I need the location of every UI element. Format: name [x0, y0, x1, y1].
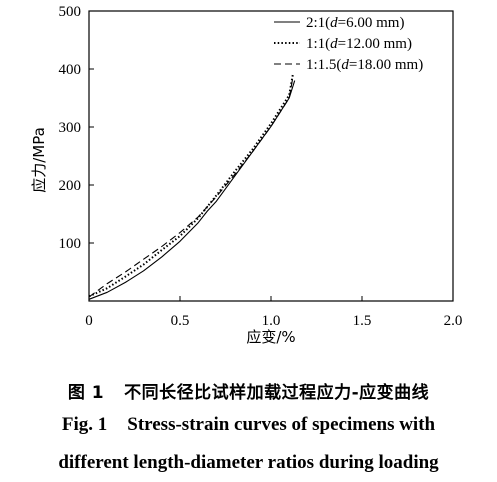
caption-cn-label: 图 1 — [67, 383, 105, 403]
y-tick-label: 300 — [59, 120, 82, 136]
x-tick-label: 1.5 — [353, 313, 372, 329]
series-lines — [88, 74, 296, 300]
figure-caption-en-line2: different length-diameter ratios during … — [0, 452, 497, 474]
caption-cn-text: 不同长径比试样加载过程应力-应变曲线 — [124, 383, 430, 403]
caption-en-label: Fig. 1 — [61, 414, 108, 435]
series-line-3 — [88, 77, 294, 298]
caption-en-line2-text: different length-diameter ratios during … — [58, 452, 439, 473]
y-tick-label: 500 — [59, 4, 82, 20]
stress-strain-chart: 0 0.5 1.0 1.5 2.0 100 200 300 400 500 2:1(d=6.00… — [30, 4, 462, 346]
y-tick-label: 400 — [59, 62, 82, 78]
x-tick-label: 2.0 — [444, 313, 463, 329]
x-tick-labels: 0 0.5 1.0 1.5 2.0 — [85, 313, 462, 329]
legend-label-2: 1:1(d=12.00 mm) — [306, 36, 412, 52]
series-line-2 — [88, 74, 294, 298]
y-tick-labels: 100 200 300 400 500 — [59, 4, 82, 252]
legend-label-3: 1:1.5(d=18.00 mm) — [306, 57, 423, 73]
plot-frame — [88, 10, 454, 302]
x-tick-label: 0 — [85, 313, 93, 329]
figure-caption-en-line1: Fig. 1 Stress-strain curves of specimens … — [0, 414, 497, 436]
series-line-1 — [88, 80, 296, 300]
y-axis-title: 应力/MPa — [30, 127, 48, 193]
legend-label-1: 2:1(d=6.00 mm) — [306, 15, 404, 31]
x-axis-title: 应变/% — [246, 328, 295, 346]
caption-en-line1-text: Stress-strain curves of specimens with — [127, 414, 436, 435]
tick-marks — [89, 68, 363, 301]
y-tick-label: 100 — [59, 236, 82, 252]
y-tick-label: 200 — [59, 178, 82, 194]
x-tick-label: 0.5 — [171, 313, 190, 329]
figure-caption-cn: 图 1 不同长径比试样加载过程应力-应变曲线 — [0, 378, 497, 403]
x-tick-label: 1.0 — [262, 313, 281, 329]
legend: 2:1(d=6.00 mm) 1:1(d=12.00 mm) 1:1.5(d=18.… — [274, 15, 423, 73]
